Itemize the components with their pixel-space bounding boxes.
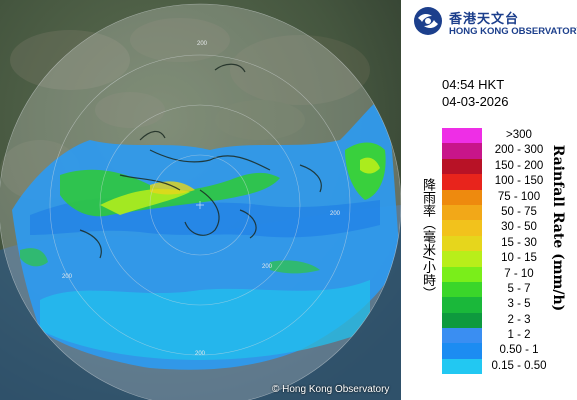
- legend-range-label: 2 - 3: [507, 313, 531, 326]
- radar-map[interactable]: 200 200 200 200 200 © Hong Kong Observat…: [0, 0, 401, 400]
- map-copyright: © Hong Kong Observatory: [272, 384, 390, 395]
- legend-item: 0.15 - 0.50: [442, 358, 567, 375]
- range-labels: 200 200 200 200 200: [62, 41, 341, 357]
- range-label-north: 200: [197, 41, 208, 47]
- legend-swatch: [442, 297, 482, 313]
- legend-range-label: 7 - 10: [504, 267, 534, 280]
- legend-swatch: [442, 312, 482, 329]
- info-panel: 香港天文台 HONG KONG OBSERVATORY 04:54 HKT 04…: [401, 0, 577, 400]
- legend-item: 30 - 50: [442, 220, 567, 236]
- legend-swatch: [442, 220, 482, 236]
- range-label-southeast: 200: [262, 264, 273, 270]
- org-name-zh: 香港天文台: [449, 12, 520, 27]
- legend-title-zh: 降雨率（毫米/小時）: [420, 178, 435, 300]
- legend-swatch: [442, 174, 482, 190]
- legend-item: 0.50 - 1: [442, 343, 567, 359]
- legend-item: 75 - 100: [442, 189, 567, 205]
- legend-swatch: [442, 328, 482, 344]
- legend-swatch: [442, 143, 482, 159]
- hko-logo-icon: [414, 7, 442, 35]
- legend-item: 10 - 15: [442, 251, 567, 267]
- legend-swatch: [442, 358, 482, 375]
- legend-item: 7 - 10: [442, 266, 567, 282]
- legend-item: 3 - 5: [442, 297, 567, 313]
- legend-range-label: 5 - 7: [507, 282, 531, 295]
- legend-range-label: 0.15 - 0.50: [491, 359, 547, 372]
- legend-range-label: 3 - 5: [507, 298, 531, 311]
- legend-item: 200 - 300: [442, 143, 567, 159]
- legend-item: 5 - 7: [442, 281, 567, 298]
- legend-item: 2 - 3: [442, 312, 567, 329]
- legend-item: 150 - 200: [442, 158, 567, 175]
- legend-swatch: [442, 158, 482, 175]
- legend-title-en: Rainfall Rate (mm/h): [550, 144, 566, 312]
- legend-range-label: 0.50 - 1: [499, 344, 539, 357]
- legend-range-label: 30 - 50: [501, 221, 537, 234]
- legend-swatch: [442, 189, 482, 205]
- report-time: 04:54 HKT: [442, 77, 505, 92]
- legend-swatch: [442, 251, 482, 267]
- radar-center-marker: [196, 201, 204, 209]
- legend-item: 15 - 30: [442, 235, 567, 252]
- legend-range-label: 150 - 200: [494, 159, 544, 172]
- legend-item: 50 - 75: [442, 204, 567, 221]
- legend-item: 100 - 150: [442, 174, 567, 190]
- legend-swatch: [442, 281, 482, 298]
- legend-range-label: 200 - 300: [494, 144, 544, 157]
- legend-range-label: 75 - 100: [497, 190, 541, 203]
- rainfall-legend: >300 200 - 300 150 - 200 100 - 150 75 - 100 5…: [442, 128, 567, 375]
- range-label-south: 200: [195, 351, 206, 357]
- legend-item: 1 - 2: [442, 328, 567, 344]
- range-rings: [0, 3, 401, 400]
- legend-swatch: [442, 204, 482, 221]
- legend-swatch: [442, 128, 482, 144]
- org-name-en: HONG KONG OBSERVATORY: [449, 26, 577, 37]
- legend-range-label: 100 - 150: [494, 175, 544, 188]
- range-label-west: 200: [62, 274, 73, 280]
- legend-item: >300: [442, 128, 567, 144]
- legend-range-label: 10 - 15: [501, 252, 537, 265]
- legend-range-label: >300: [506, 129, 532, 141]
- legend-range-label: 15 - 30: [501, 236, 537, 249]
- legend-swatch: [442, 266, 482, 282]
- legend-swatch: [442, 343, 482, 359]
- legend-range-label: 1 - 2: [507, 329, 531, 342]
- range-label-east: 200: [330, 211, 341, 217]
- hko-logo[interactable]: 香港天文台 HONG KONG OBSERVATORY: [413, 6, 577, 40]
- legend-range-label: 50 - 75: [501, 205, 537, 218]
- legend-swatch: [442, 235, 482, 252]
- report-date: 04-03-2026: [442, 94, 509, 109]
- radar-map-canvas: 200 200 200 200 200: [0, 0, 401, 400]
- coastline: [79, 63, 322, 259]
